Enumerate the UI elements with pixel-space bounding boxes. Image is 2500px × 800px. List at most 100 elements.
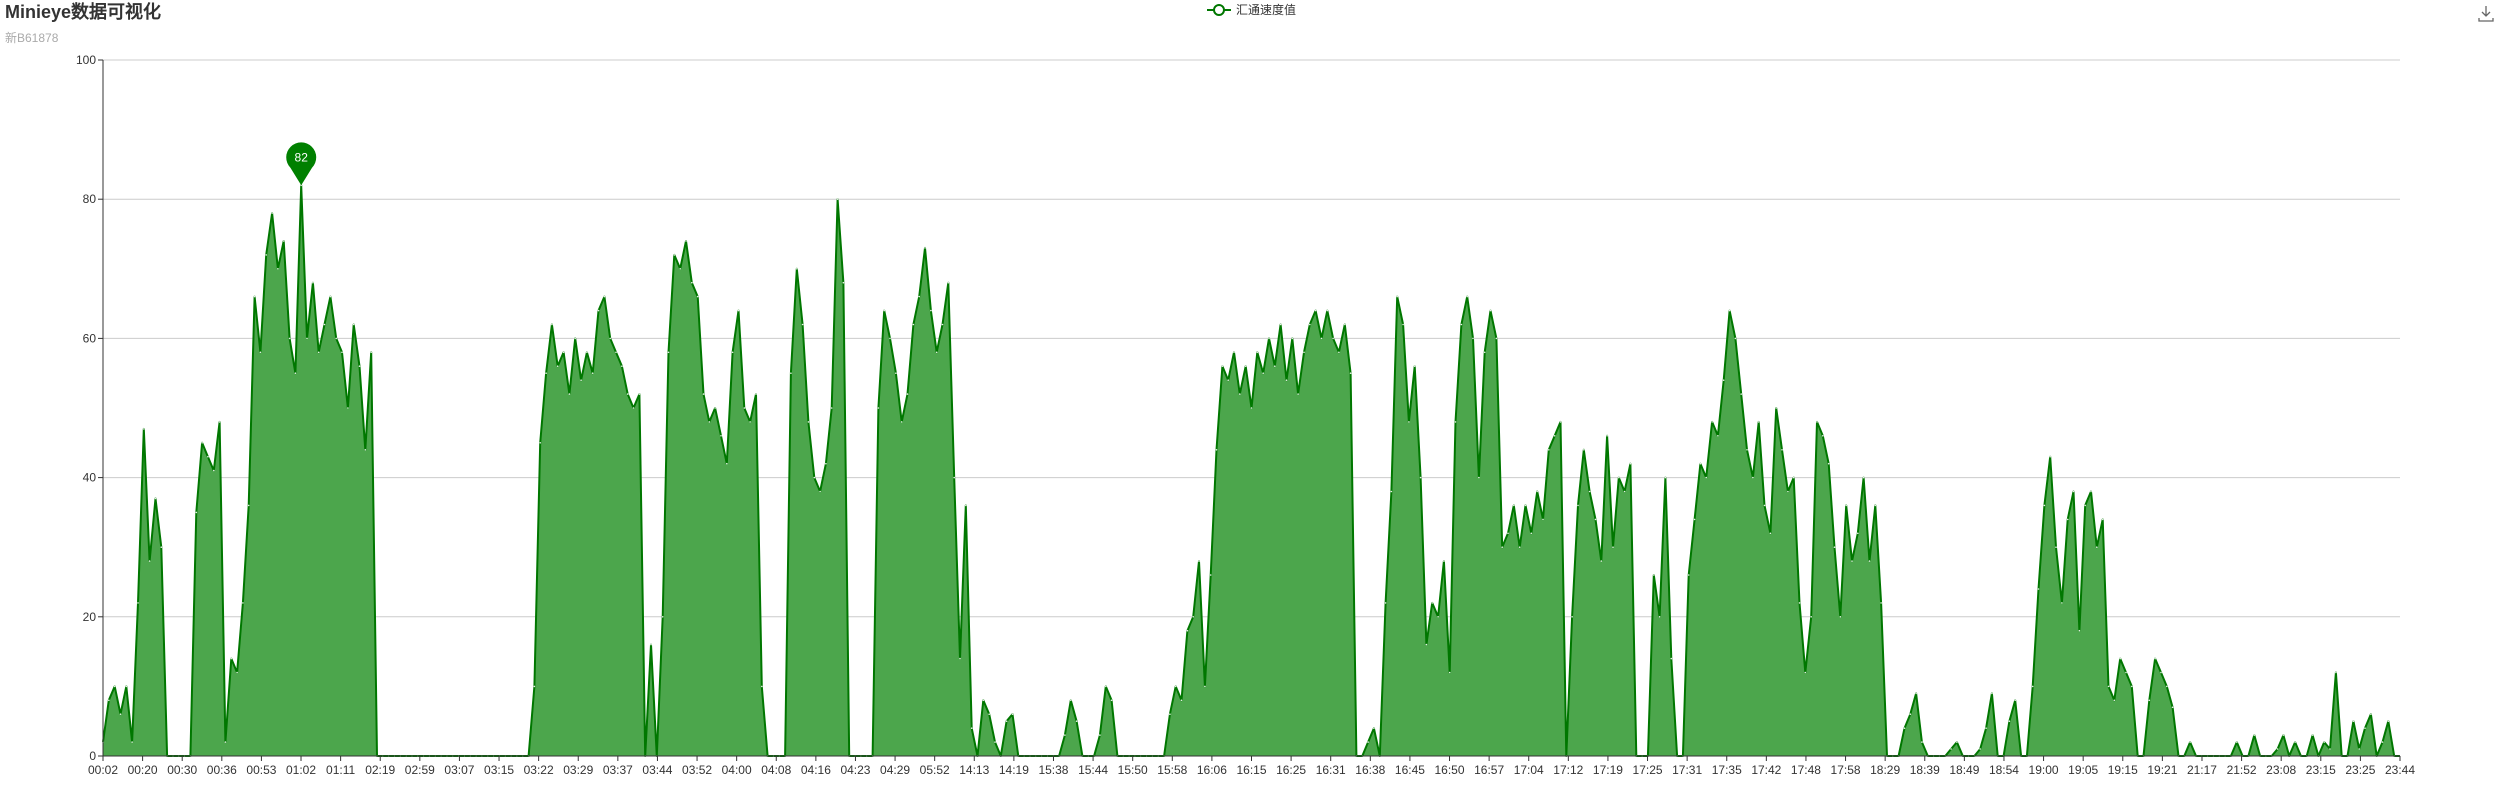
x-tick-label: 17:12: [1553, 763, 1583, 777]
data-point: [236, 672, 238, 674]
data-point: [1472, 338, 1474, 340]
legend[interactable]: 汇通速度值: [1207, 2, 1296, 17]
data-point: [353, 324, 355, 326]
data-point: [1542, 519, 1544, 521]
data-point: [639, 393, 641, 395]
data-point: [1327, 310, 1329, 312]
x-tick-label: 16:25: [1276, 763, 1306, 777]
data-point: [1904, 727, 1906, 729]
data-point: [2329, 748, 2331, 750]
data-point: [312, 282, 314, 284]
data-point: [1233, 352, 1235, 354]
data-point: [971, 727, 973, 729]
data-point: [1828, 463, 1830, 465]
data-point: [120, 713, 122, 715]
data-point: [2084, 505, 2086, 507]
data-point: [1810, 616, 1812, 618]
data-point: [609, 338, 611, 340]
data-point: [709, 421, 711, 423]
data-point: [1105, 686, 1107, 688]
y-tick-label-100: 100: [76, 53, 96, 67]
x-tick-label: 02:19: [365, 763, 395, 777]
data-point: [1840, 616, 1842, 618]
data-point: [1490, 310, 1492, 312]
data-point: [2370, 713, 2372, 715]
data-point: [831, 407, 833, 409]
data-point: [1950, 748, 1952, 750]
data-point: [1461, 324, 1463, 326]
data-point: [1688, 574, 1690, 576]
data-point: [819, 491, 821, 493]
data-point: [2131, 686, 2133, 688]
x-tick-label: 16:57: [1474, 763, 1504, 777]
data-point: [1653, 574, 1655, 576]
x-tick-label: 23:25: [2345, 763, 2375, 777]
x-tick-label: 03:07: [444, 763, 474, 777]
x-tick-label: 03:22: [524, 763, 554, 777]
data-point: [1350, 372, 1352, 374]
series-area-layer: [102, 185, 2401, 757]
data-point: [1187, 630, 1189, 632]
x-tick-label: 04:23: [840, 763, 870, 777]
data-point: [1466, 296, 1468, 298]
data-point: [1303, 352, 1305, 354]
data-point: [2335, 672, 2337, 674]
data-point: [913, 324, 915, 326]
data-point: [1192, 616, 1194, 618]
data-point: [1414, 365, 1416, 367]
x-tick-label: 16:45: [1395, 763, 1425, 777]
data-point: [2125, 672, 2127, 674]
data-point: [1595, 519, 1597, 521]
data-point: [2009, 720, 2011, 722]
data-point: [295, 372, 297, 374]
y-tick-label-0: 0: [89, 749, 96, 763]
data-point: [889, 338, 891, 340]
data-point: [574, 338, 576, 340]
x-tick-label: 14:19: [999, 763, 1029, 777]
data-point: [1805, 672, 1807, 674]
data-point: [2364, 727, 2366, 729]
x-tick-label: 01:02: [286, 763, 316, 777]
data-point: [2049, 456, 2051, 458]
data-point: [557, 365, 559, 367]
data-point: [1262, 372, 1264, 374]
data-point: [2312, 734, 2314, 736]
data-point: [1385, 602, 1387, 604]
data-point: [539, 442, 541, 444]
data-point: [959, 658, 961, 660]
data-point: [196, 512, 198, 514]
data-point: [569, 393, 571, 395]
x-tick-label: 17:31: [1672, 763, 1702, 777]
data-point: [2294, 741, 2296, 743]
data-point: [650, 644, 652, 646]
data-point: [114, 686, 116, 688]
data-point: [755, 393, 757, 395]
data-point: [738, 310, 740, 312]
data-point: [2119, 658, 2121, 660]
download-icon[interactable]: [2476, 4, 2496, 24]
data-point: [2108, 686, 2110, 688]
data-point: [306, 338, 308, 340]
x-tick-label: 17:58: [1831, 763, 1861, 777]
data-point: [1606, 435, 1608, 437]
data-point: [761, 686, 763, 688]
data-point: [825, 463, 827, 465]
data-point: [918, 296, 920, 298]
x-tick-label: 03:52: [682, 763, 712, 777]
data-point: [2038, 588, 2040, 590]
data-point: [143, 428, 145, 430]
x-tick-label: 18:39: [1910, 763, 1940, 777]
x-tick-label: 15:58: [1157, 763, 1187, 777]
data-point: [1297, 393, 1299, 395]
data-point: [1292, 338, 1294, 340]
x-tick-label: 17:42: [1751, 763, 1781, 777]
x-tick-label: 17:19: [1593, 763, 1623, 777]
x-tick-label: 04:00: [722, 763, 752, 777]
data-point: [796, 268, 798, 270]
data-point: [837, 198, 839, 200]
data-point: [1775, 407, 1777, 409]
data-point: [1717, 435, 1719, 437]
data-point: [1548, 449, 1550, 451]
data-point: [283, 240, 285, 242]
data-point: [1746, 449, 1748, 451]
